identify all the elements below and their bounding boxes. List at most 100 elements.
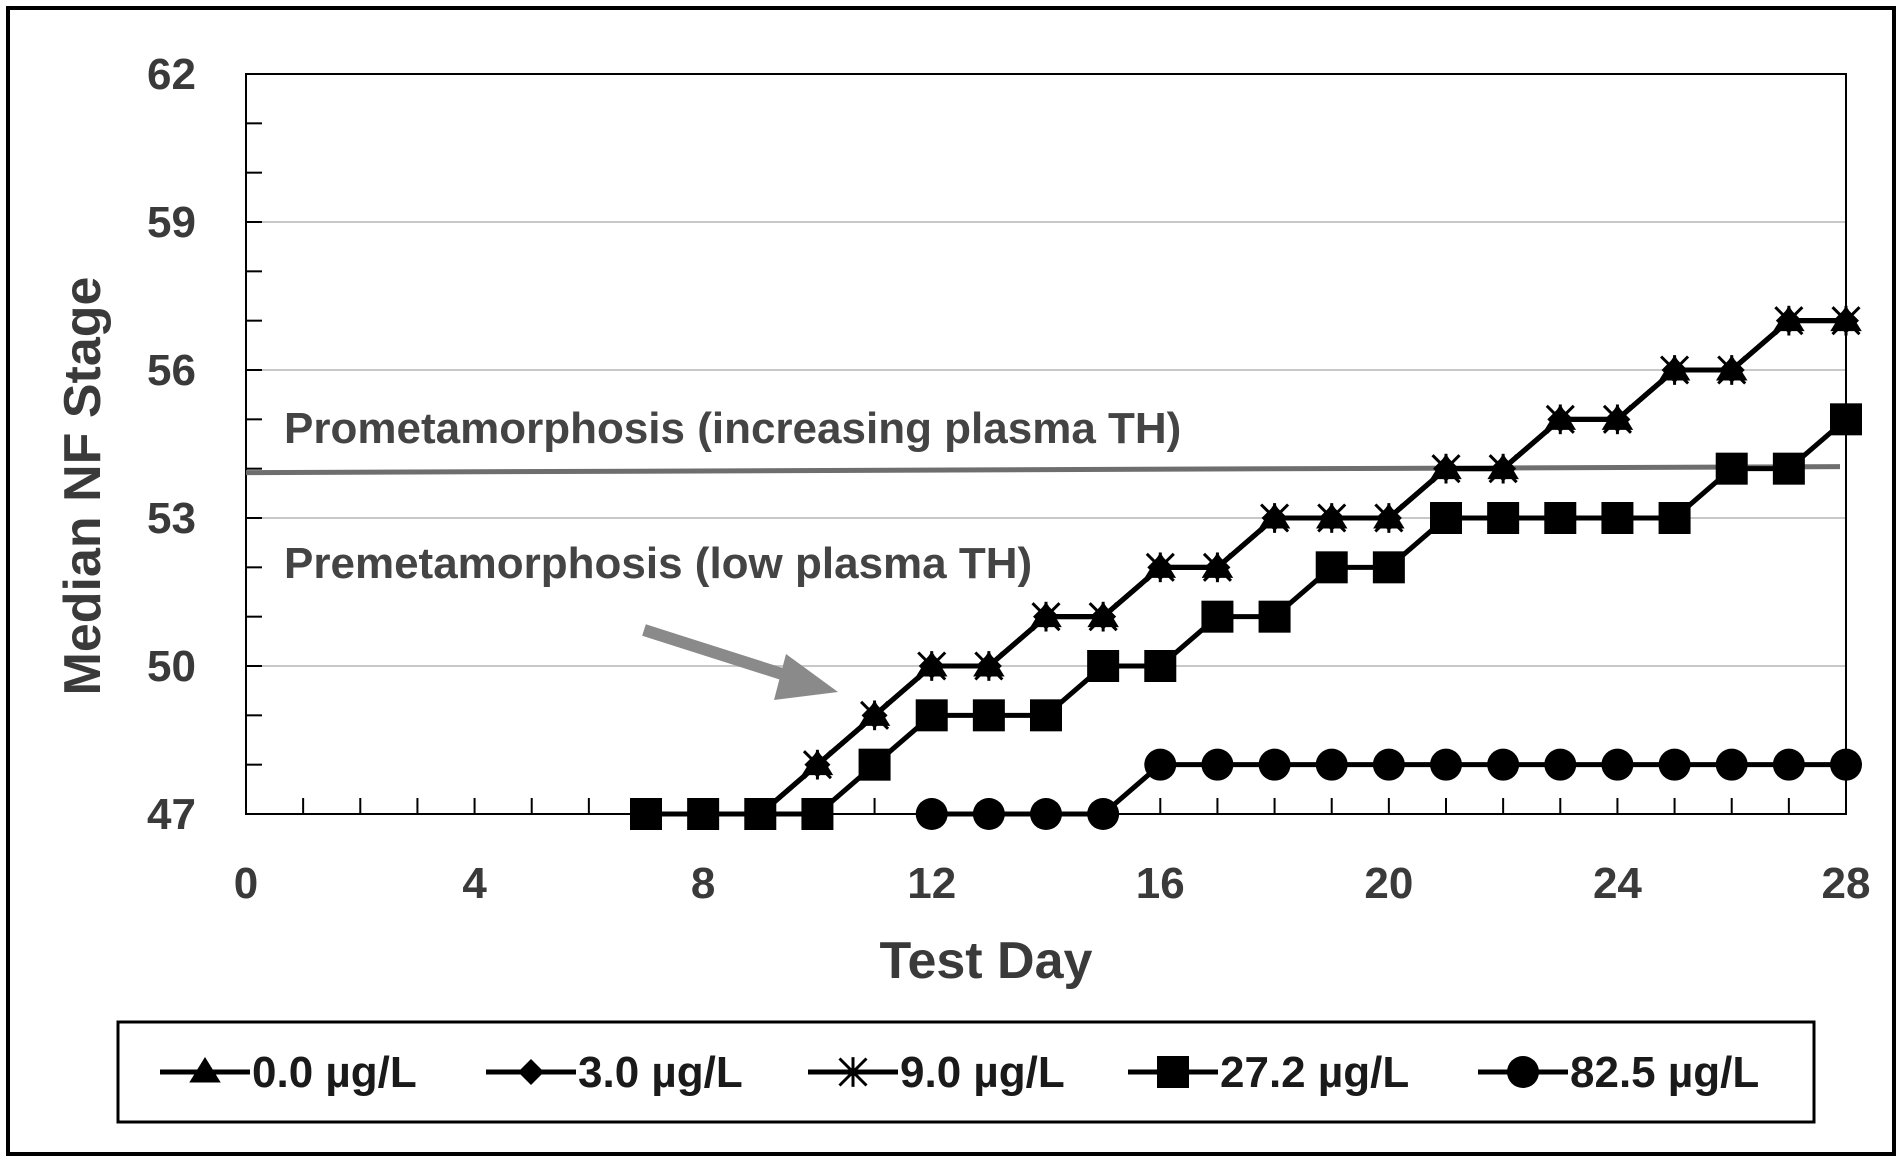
data-point-square xyxy=(1030,699,1062,732)
data-point-circle xyxy=(1715,748,1748,781)
legend-item-square: 27.2 µg/L xyxy=(1128,1048,1409,1097)
series-square xyxy=(630,403,1862,830)
data-point-circle xyxy=(1372,748,1405,781)
data-point-star xyxy=(802,749,832,780)
legend-marker-square xyxy=(1157,1056,1189,1088)
y-tick-labels: 47 50 53 56 59 62 xyxy=(147,50,196,839)
data-point-square xyxy=(915,699,948,732)
legend-item-triangle: 0.0 µg/L xyxy=(160,1048,417,1097)
legend-marker-star xyxy=(838,1057,868,1087)
data-point-circle xyxy=(1544,748,1577,781)
data-point-square xyxy=(1144,650,1177,682)
legend-label: 9.0 µg/L xyxy=(900,1048,1065,1097)
x-axis-title: Test Day xyxy=(880,932,1093,990)
data-point-circle xyxy=(1487,748,1520,781)
data-point-star xyxy=(1774,305,1804,336)
x-tick-label: 4 xyxy=(462,859,487,908)
legend-marker-circle xyxy=(1507,1056,1539,1088)
data-point-square xyxy=(687,798,720,830)
data-point-circle xyxy=(1087,798,1120,830)
x-tick-label: 20 xyxy=(1364,859,1413,908)
annotation-arrow xyxy=(642,624,838,700)
data-point-star xyxy=(1145,552,1175,583)
x-tick-label: 0 xyxy=(234,859,258,908)
series-star xyxy=(745,305,1861,829)
x-tick-label: 24 xyxy=(1593,859,1642,908)
legend-item-diamond: 3.0 µg/L xyxy=(486,1048,743,1097)
figure-border xyxy=(6,6,1896,1156)
data-point-square xyxy=(1658,502,1691,534)
series-group xyxy=(630,305,1862,830)
legend-item-circle: 82.5 µg/L xyxy=(1478,1048,1759,1097)
data-point-square xyxy=(1087,650,1120,682)
annotation-premetamorphosis: Premetamorphosis (low plasma TH) xyxy=(284,539,1032,588)
legend-label: 27.2 µg/L xyxy=(1220,1048,1409,1097)
data-point-circle xyxy=(1658,748,1691,781)
legend-label: 3.0 µg/L xyxy=(578,1048,743,1097)
data-point-square xyxy=(1601,502,1634,534)
data-point-square xyxy=(1544,502,1577,534)
legend-item-star: 9.0 µg/L xyxy=(808,1048,1065,1097)
data-point-circle xyxy=(1430,748,1462,781)
data-point-circle xyxy=(1030,798,1062,830)
data-point-square xyxy=(1315,551,1348,584)
y-tick-label: 59 xyxy=(147,198,196,247)
data-point-square xyxy=(1201,600,1234,633)
x-tick-label: 12 xyxy=(907,859,956,908)
data-point-star xyxy=(917,651,947,681)
x-tick-label: 28 xyxy=(1822,859,1871,908)
data-point-square xyxy=(1830,403,1862,436)
data-point-star xyxy=(1545,404,1575,435)
data-point-square xyxy=(858,748,891,781)
data-point-star xyxy=(860,700,890,731)
data-point-circle xyxy=(1201,748,1234,781)
data-point-star xyxy=(1488,453,1518,484)
data-point-square xyxy=(630,798,662,830)
legend: 0.0 µg/L 3.0 µg/L 9.0 µg/L 27.2 µg/L 82.5 µg… xyxy=(160,1048,1759,1097)
legend-marker-diamond xyxy=(518,1059,544,1085)
data-point-star xyxy=(1317,503,1347,533)
data-point-circle xyxy=(1601,748,1634,781)
data-point-star xyxy=(974,651,1004,681)
data-point-square xyxy=(972,699,1005,732)
data-point-star xyxy=(1717,355,1747,385)
data-point-circle xyxy=(1830,748,1862,781)
y-tick-label: 50 xyxy=(147,642,196,691)
y-tick-label: 62 xyxy=(147,50,196,99)
data-point-circle xyxy=(1258,748,1291,781)
data-point-star xyxy=(1202,552,1232,583)
data-point-star xyxy=(1260,503,1290,533)
annotation-prometamorphosis: Prometamorphosis (increasing plasma TH) xyxy=(284,404,1181,453)
data-point-square xyxy=(744,798,777,830)
data-point-square xyxy=(1715,452,1748,485)
data-point-star xyxy=(1602,404,1632,435)
legend-label: 82.5 µg/L xyxy=(1570,1048,1759,1097)
data-point-star xyxy=(1660,355,1690,385)
x-tick-label: 8 xyxy=(691,859,715,908)
y-tick-label: 56 xyxy=(147,346,196,395)
data-point-star xyxy=(1831,305,1861,336)
series-circle xyxy=(915,748,1862,830)
data-point-square xyxy=(1772,452,1805,485)
data-point-circle xyxy=(915,798,948,830)
x-tick-labels: 0 4 8 12 16 20 24 28 xyxy=(234,859,1871,908)
data-point-star xyxy=(1431,453,1461,484)
y-tick-label: 53 xyxy=(147,494,196,543)
data-point-star xyxy=(1374,503,1404,533)
data-point-circle xyxy=(1144,748,1177,781)
data-point-circle xyxy=(1315,748,1348,781)
data-point-square xyxy=(1372,551,1405,584)
arrow-shaft xyxy=(642,624,806,687)
data-point-square xyxy=(801,798,834,830)
y-tick-label: 47 xyxy=(147,790,196,839)
threshold-line xyxy=(245,464,1841,476)
series-line-square xyxy=(646,417,1848,817)
data-point-star xyxy=(1031,601,1061,632)
y-axis-title: Median NF Stage xyxy=(54,277,112,696)
x-tick-label: 16 xyxy=(1136,859,1185,908)
threshold-group xyxy=(245,464,1841,476)
legend-label: 0.0 µg/L xyxy=(252,1048,417,1097)
data-point-circle xyxy=(972,798,1005,830)
data-point-square xyxy=(1430,502,1462,534)
